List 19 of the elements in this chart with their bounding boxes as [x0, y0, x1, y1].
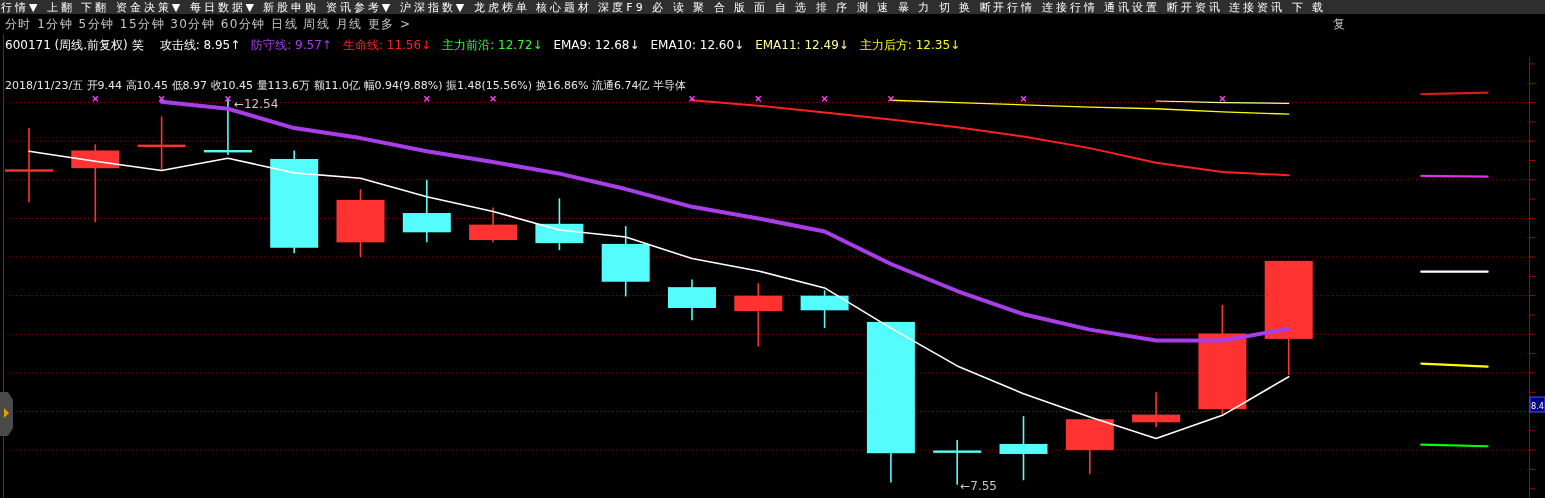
candlestick	[5, 127, 53, 203]
text: 主力前沿: 12.72↓	[442, 38, 543, 52]
text: EMA10: 12.60↓	[650, 38, 745, 52]
text: EMA11: 12.49↓	[755, 38, 849, 52]
text: EMA9: 12.68↓	[553, 38, 640, 52]
text: 生命线: 11.56↓	[342, 38, 432, 52]
text: 复	[1333, 17, 1345, 31]
text: 主力后方: 12.35↓	[859, 38, 961, 52]
text: 分时 1分钟 5分钟 15分钟 30分钟 60分钟 日线 周线 月线 更多 >	[5, 17, 410, 31]
chart-title: 600171 (周线.前复权) 笑	[5, 38, 144, 52]
text: 2018/11/23/五 开9.44 高10.45 低8.97 收10.45 量113.6万 额11.0亿 幅0.94(9.88%) 振1.48(15.56%) 换16.86% 流通6.74亿 半导体	[5, 79, 686, 92]
candlestick	[999, 415, 1048, 482]
annotation: ←12.54	[233, 97, 279, 112]
text: 行情▼ 上翻 下翻 资金决策▼ 每日数据▼ 新股申购 资讯参考▼ 沪深指数▼ 龙虎榜单 核心题材 深度F9 必 读 聚 合 版 面 自 选 排 序 测 速 暴 力 切 换 断开行情 连接行情 通讯设置 断开资讯 连接资讯 下 载	[1, 1, 1323, 14]
text: 攻击线: 8.95↑	[159, 38, 241, 52]
annotation: ←7.55	[960, 478, 997, 493]
text: 8.4	[1531, 401, 1545, 411]
text: 防守线: 9.57↑	[251, 38, 332, 52]
candlestick	[1132, 391, 1181, 428]
